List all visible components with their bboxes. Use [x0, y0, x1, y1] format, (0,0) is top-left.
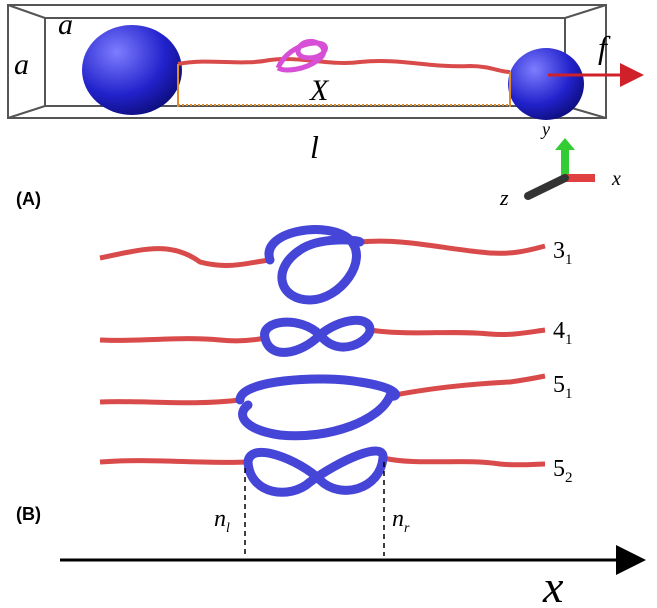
label: X [309, 74, 330, 107]
knot-label: 51 [553, 372, 573, 402]
knot-label: 41 [553, 318, 573, 348]
label: nl [214, 506, 230, 536]
knot-label: 52 [553, 456, 573, 486]
label: z [499, 185, 509, 210]
axis-label: x [542, 561, 564, 608]
axis-z [524, 174, 569, 200]
bead [82, 25, 182, 115]
extension-marker [177, 64, 511, 107]
chain [177, 57, 511, 74]
knot-label: 31 [553, 238, 573, 268]
knot-labels: 31 41 51 52 [553, 238, 573, 486]
label: y [540, 119, 550, 139]
label: a [58, 8, 73, 41]
bead [508, 48, 584, 120]
label: l [310, 129, 319, 165]
label: f [598, 29, 611, 65]
axis-y [555, 138, 575, 150]
panel-label: (A) [16, 189, 41, 209]
label: x [611, 168, 621, 190]
label: a [14, 48, 29, 81]
label: nr [392, 506, 410, 536]
panel-label: (B) [16, 504, 41, 524]
knot [275, 39, 328, 73]
knots [235, 225, 400, 497]
chains [99, 238, 546, 468]
